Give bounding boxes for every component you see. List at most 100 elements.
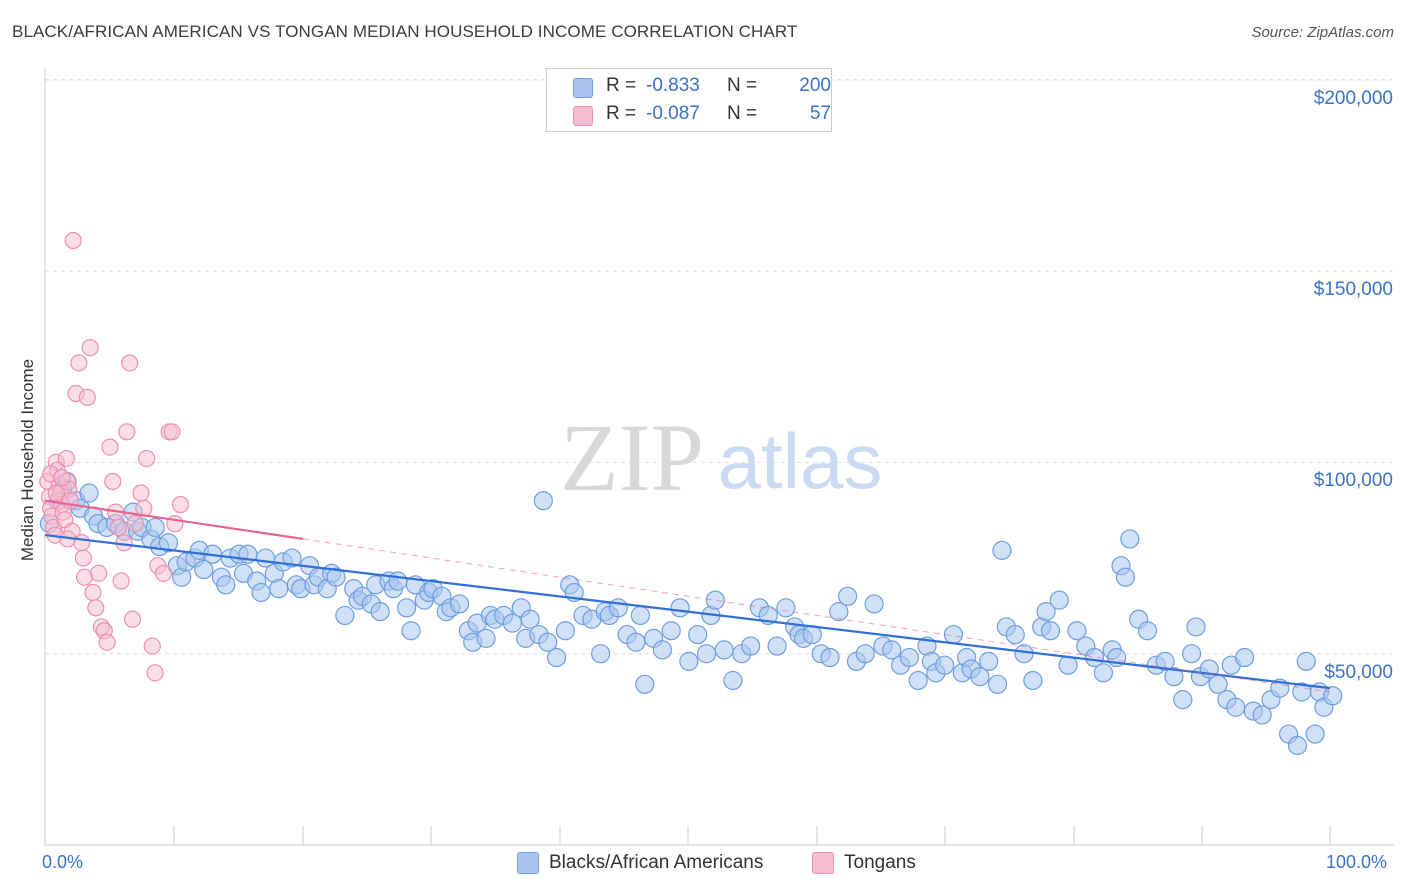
data-point-blacks [79,483,99,503]
data-point-blacks [449,594,470,614]
data-point-tongans [118,423,136,441]
data-point-blacks [1005,624,1025,645]
data-point-tongans [138,449,156,468]
data-point-blacks [608,598,628,618]
data-point-blacks [1173,690,1193,710]
data-point-blacks [829,602,849,622]
data-point-blacks [546,647,567,668]
data-point-blacks [630,605,650,626]
data-point-blacks [767,636,787,656]
data-point-blacks [251,582,271,603]
data-point-tongans [70,354,88,372]
y-tick-label: $100,000 [1313,470,1393,492]
data-point-blacks [899,647,919,668]
data-point-blacks [1287,735,1308,756]
data-point-blacks [194,559,214,580]
data-point-blacks [1058,655,1078,675]
series-blacks-points [39,471,1343,756]
pink-swatch [573,106,593,126]
axes [44,68,1394,846]
data-point-blacks [1120,529,1140,549]
data-point-blacks [688,624,708,645]
data-point-blacks [538,632,558,652]
legend-n-value: 57 [809,103,831,124]
data-point-tongans [81,339,99,357]
data-point-blacks [1226,697,1246,717]
data-point-tongans [57,449,76,468]
x-tick-label-1: 100.0% [1326,852,1388,872]
data-point-blacks [1155,651,1175,671]
legend-n-label: N = [727,103,758,124]
data-point-blacks [1067,621,1087,641]
data-point-blacks [1296,651,1316,671]
legend-n-value: 200 [799,75,831,96]
legend-r-value: -0.087 [646,103,700,124]
data-point-blacks [216,575,236,595]
data-point-tongans [53,469,71,487]
data-point-blacks [696,644,717,664]
data-point-blacks [1040,621,1061,641]
data-point-blacks [1234,647,1255,668]
data-point-blacks [555,621,575,641]
data-point-blacks [1137,621,1158,641]
data-point-blacks [1323,686,1343,706]
data-point-tongans [132,484,150,502]
y-tick-label: $150,000 [1313,279,1393,301]
data-point-tongans [101,438,119,456]
legend-r-label: R = [606,75,637,96]
watermark-zip: ZIP [560,404,704,511]
data-point-blacks [776,598,796,618]
data-point-blacks [908,670,928,691]
data-point-blacks [401,621,421,641]
data-point-blacks [882,640,902,660]
data-point-blacks [520,609,540,629]
data-point-blacks [987,674,1008,694]
watermark-atlas: atlas [718,417,883,505]
data-point-blacks [335,605,355,626]
data-point-blacks [992,540,1012,560]
legend-r-value: -0.833 [646,75,700,96]
data-point-blacks [723,670,743,691]
data-point-tongans [84,583,102,602]
data-point-tongans [90,564,108,582]
data-point-blacks [705,590,725,610]
legend-n-label: N = [727,75,758,96]
data-point-blacks [740,636,761,656]
y-tick-label: $200,000 [1313,87,1393,109]
trend-line-tongans-extension [302,538,1331,693]
data-point-blacks [679,651,699,671]
data-point-blacks [1115,567,1136,587]
trend-lines [44,499,1331,693]
data-point-blacks [1036,602,1056,622]
data-point-blacks [652,640,673,660]
data-point-tongans [123,610,142,628]
chart-title: BLACK/AFRICAN AMERICAN VS TONGAN MEDIAN … [12,22,798,41]
data-point-tongans [109,518,127,537]
data-point-blacks [326,567,346,587]
data-point-tongans [171,495,190,514]
stats-legend: R = -0.833 N = 200 R = -0.087 N = 57 [546,68,832,132]
data-point-tongans [154,564,173,582]
data-point-tongans [73,534,91,552]
data-point-tongans [143,637,161,655]
data-point-blacks [855,644,875,664]
data-point-blacks [158,533,179,553]
y-tick-label: $50,000 [1324,661,1393,683]
data-point-blacks [397,598,417,618]
data-point-blacks [1023,670,1043,691]
data-point-blacks [714,640,734,660]
series-tongans-points [39,231,190,682]
data-point-blacks [661,621,681,641]
data-point-blacks [864,594,884,614]
data-point-tongans [146,664,164,682]
data-point-tongans [126,515,144,533]
data-point-tongans [74,549,92,567]
data-point-tongans [87,599,105,617]
data-point-blacks [282,548,302,568]
data-point-blacks [1049,590,1069,610]
data-point-tongans [78,388,96,406]
data-point-blacks [979,651,999,671]
data-point-blacks [970,667,990,687]
trend-line-tongans [44,499,304,541]
data-point-blacks [533,491,553,511]
